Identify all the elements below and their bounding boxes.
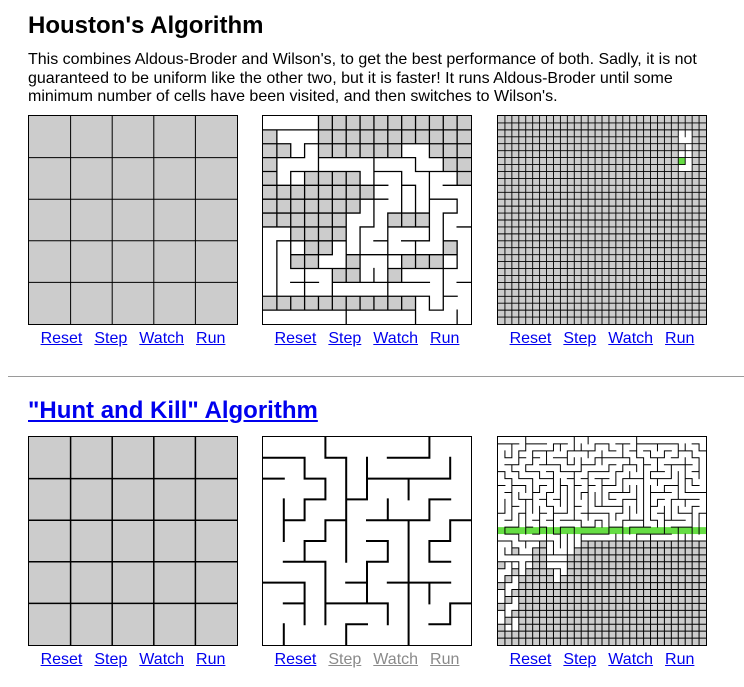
run-link[interactable]: Run	[430, 330, 460, 347]
step-link[interactable]: Step	[328, 330, 362, 347]
hunt-kill-maze-3	[497, 436, 707, 646]
houston-controls-2: Reset Step Watch Run	[262, 330, 472, 348]
reset-link[interactable]: Reset	[509, 330, 552, 347]
hunt-kill-controls-1: Reset Step Watch Run	[28, 651, 238, 669]
houston-description: This combines Aldous-Broder and Wilson's…	[28, 51, 697, 105]
houston-controls-3: Reset Step Watch Run	[497, 330, 707, 348]
hunt-and-kill-title-link[interactable]: "Hunt and Kill" Algorithm	[28, 397, 318, 424]
hunt-kill-controls-2: Reset Step Watch Run	[262, 651, 472, 669]
run-link: Run	[430, 651, 460, 668]
reset-link[interactable]: Reset	[274, 330, 317, 347]
hunt-kill-maze-1	[28, 436, 238, 646]
houston-controls-1: Reset Step Watch Run	[28, 330, 238, 348]
houston-maze-2	[262, 115, 472, 325]
step-link[interactable]: Step	[94, 651, 128, 668]
watch-link[interactable]: Watch	[373, 330, 419, 347]
run-link[interactable]: Run	[665, 330, 695, 347]
run-link[interactable]: Run	[665, 651, 695, 668]
reset-link[interactable]: Reset	[509, 651, 552, 668]
houston-maze-1	[28, 115, 238, 325]
step-link[interactable]: Step	[94, 330, 128, 347]
houston-title: Houston's Algorithm	[28, 12, 264, 39]
watch-link: Watch	[373, 651, 419, 668]
step-link: Step	[328, 651, 362, 668]
reset-link[interactable]: Reset	[274, 651, 317, 668]
run-link[interactable]: Run	[196, 651, 226, 668]
step-link[interactable]: Step	[563, 651, 597, 668]
watch-link[interactable]: Watch	[139, 330, 185, 347]
watch-link[interactable]: Watch	[608, 651, 654, 668]
watch-link[interactable]: Watch	[139, 651, 185, 668]
hunt-kill-maze-2	[262, 436, 472, 646]
reset-link[interactable]: Reset	[40, 651, 83, 668]
watch-link[interactable]: Watch	[608, 330, 654, 347]
reset-link[interactable]: Reset	[40, 330, 83, 347]
houston-maze-3	[497, 115, 707, 325]
section-divider	[8, 376, 744, 377]
hunt-kill-controls-3: Reset Step Watch Run	[497, 651, 707, 669]
run-link[interactable]: Run	[196, 330, 226, 347]
step-link[interactable]: Step	[563, 330, 597, 347]
